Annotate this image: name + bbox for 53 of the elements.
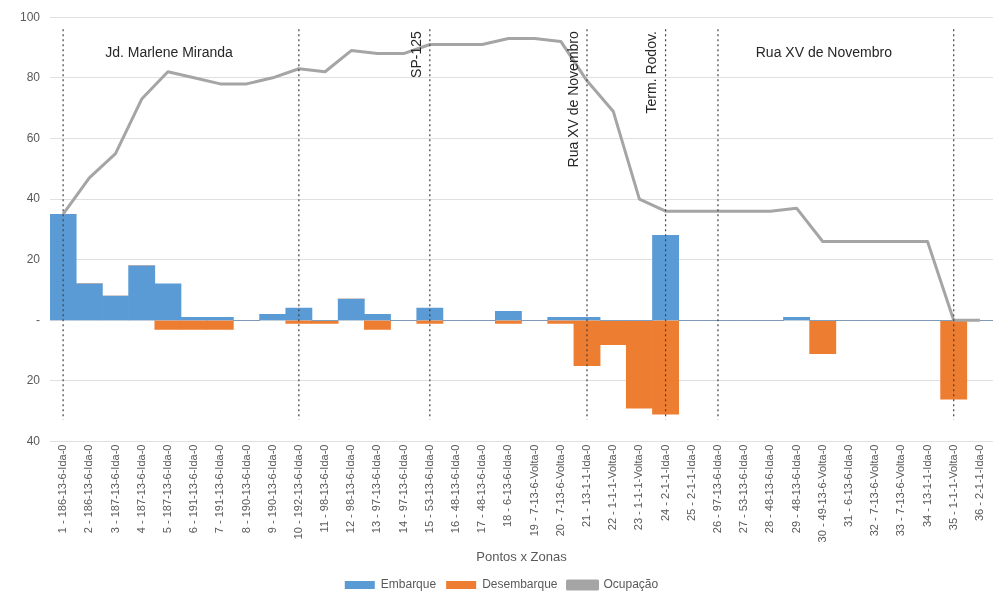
x-tick-label: 8 - 190-13-6-Ida-0 [239,444,252,534]
annotation: Rua XV de Novembro [755,44,893,61]
x-tick-label: 26 - 97-13-6-Ida-0 [711,444,723,534]
annotation: Jd. Marlene Miranda [105,44,234,61]
x-tick-label: 23 - 1-1-1-Volta-0 [632,444,645,531]
x-tick-label: 19 - 7-13-6-Volta-0 [527,444,540,537]
legend-label: Desembarque [482,577,558,592]
x-tick-label: 5 - 187-13-6-Ida-0 [160,444,173,534]
y-tick-label: - [36,312,41,327]
x-axis-title: Pontos x Zonas [476,548,568,564]
x-tick-label: 16 - 48-13-6-Ida-0 [449,444,462,534]
x-tick-label: 36 - 2-1-1-Ida-0 [972,444,985,521]
x-tick-label: 1 - 186-13-6-Ida-0 [56,444,69,534]
x-tick-label: 17 - 48-13-6-Ida-0 [475,444,488,534]
x-tick-label: 25 - 2-1-1-Ida-0 [684,444,697,521]
x-tick-label: 31 - 6-13-6-Ida-0 [841,444,854,528]
x-tick-label: 24 - 2-1-1-Ida-0 [658,444,671,521]
legend-label: Ocupação [603,577,659,592]
x-tick-label: 11 - 98-13-6-Ida-0 [318,444,331,533]
y-tick-label: 60 [26,130,41,145]
y-tick-label: 40 [26,191,41,206]
y-tick-label: 100 [19,9,41,24]
x-tick-label: 9 - 190-13-6-Ida-0 [265,444,278,534]
x-tick-label: 18 - 6-13-6-Ida-0 [501,444,514,528]
x-tick-label: 15 - 53-13-6-Ida-0 [422,444,435,534]
y-tick-label: 40 [26,433,41,448]
x-tick-label: 6 - 191-13-6-Ida-0 [187,444,200,534]
legend-label: Embarque [380,577,437,592]
ref-line-label: SP-125 [407,30,424,78]
y-tick-label: 80 [26,70,41,85]
x-tick-label: 34 - 13-1-1-Ida-0 [920,444,933,528]
ref-line-label: Term. Rodov. [643,31,660,114]
x-tick-label: 20 - 7-13-6-Volta-0 [553,444,566,537]
x-tick-label: 7 - 191-13-6-Ida-0 [213,444,226,534]
x-tick-label: 10 - 192-13-6-Ida-0 [291,444,304,540]
x-tick-label: 13 - 97-13-6-Ida-0 [370,444,383,534]
x-tick-label: 22 - 1-1-1-Volta-0 [606,444,619,531]
ref-line-label: Rua XV de Novembro [564,30,581,168]
x-tick-label: 33 - 7-13-6-Volta-0 [894,444,907,537]
x-tick-label: 29 - 48-13-6-Ida-0 [789,444,802,534]
x-tick-label: 14 - 97-13-6-Ida-0 [396,444,409,534]
x-tick-label: 27 - 53-13-6-Ida-0 [737,444,750,534]
y-tick-label: 20 [26,373,41,388]
y-tick-label: 20 [26,252,41,267]
x-tick-label: 28 - 48-13-6-Ida-0 [763,444,776,534]
x-tick-label: 21 - 13-1-1-Ida-0 [580,444,593,528]
x-tick-label: 3 - 187-13-6-Ida-0 [108,444,121,534]
x-tick-label: 4 - 187-13-6-Ida-0 [134,444,147,534]
x-tick-label: 35 - 1-1-1-Volta-0 [946,444,959,531]
x-tick-label: 2 - 186-13-6-Ida-0 [82,444,95,534]
x-tick-label: 32 - 7-13-6-Volta-0 [868,444,881,537]
x-tick-label: 12 - 98-13-6-Ida-0 [344,444,357,534]
x-tick-label: 30 - 49-13-6-Volta-0 [815,444,828,543]
